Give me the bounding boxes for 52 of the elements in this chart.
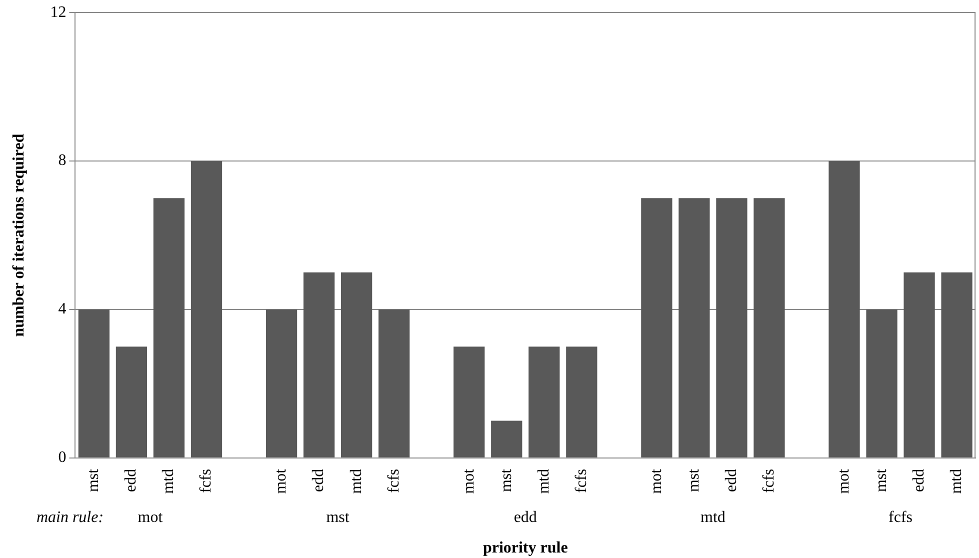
y-tick-label: 8	[58, 152, 66, 170]
x-tick-label: mtd	[535, 468, 552, 494]
bar	[678, 198, 710, 458]
bar	[266, 309, 298, 458]
bar	[566, 346, 598, 458]
x-tick-label: mst	[685, 468, 702, 492]
bar	[828, 161, 860, 458]
bar	[190, 161, 222, 458]
bar	[716, 198, 748, 458]
bar	[754, 198, 785, 458]
x-tick-label: edd	[722, 468, 740, 492]
x-tick-label: mtd	[348, 468, 365, 494]
y-axis-title: number of iterations required	[10, 134, 28, 337]
text: edd	[514, 509, 537, 526]
bar	[528, 346, 560, 458]
text: main rule:	[36, 509, 104, 526]
text: mst	[326, 509, 350, 526]
bar	[303, 272, 335, 458]
x-tick-label: fcfs	[385, 468, 402, 493]
x-tick-label: fcfs	[572, 468, 590, 493]
x-tick-label: fcfs	[198, 468, 215, 493]
x-tick-label: mtd	[160, 468, 178, 494]
x-tick-label: edd	[310, 468, 328, 492]
text: mtd	[700, 509, 726, 526]
bar	[116, 346, 148, 458]
bar	[641, 198, 672, 458]
x-tick-label: edd	[122, 468, 140, 492]
x-tick-label: mst	[872, 468, 890, 492]
bar	[78, 309, 110, 458]
y-tick-label: 4	[58, 300, 66, 318]
text: fcfs	[888, 509, 913, 526]
text: mot	[138, 509, 164, 526]
x-tick-label: edd	[910, 468, 928, 492]
x-tick-label: mot	[460, 468, 478, 494]
bar	[340, 272, 372, 458]
bar	[454, 346, 485, 458]
bar	[153, 198, 185, 458]
bar	[941, 272, 972, 458]
x-tick-label: mst	[498, 468, 515, 492]
y-tick-label: 0	[58, 449, 66, 466]
x-tick-label: mot	[272, 468, 290, 494]
x-tick-label: fcfs	[760, 468, 778, 493]
x-tick-label: mst	[85, 468, 102, 492]
bar	[866, 309, 898, 458]
x-tick-label: mot	[648, 468, 665, 494]
y-tick-label: 12	[50, 4, 66, 21]
x-tick-label: mtd	[948, 468, 966, 494]
bar	[904, 272, 935, 458]
bar	[378, 309, 410, 458]
x-tick-label: mot	[835, 468, 852, 494]
bar	[491, 420, 522, 458]
x-axis-title: priority rule	[482, 540, 568, 557]
